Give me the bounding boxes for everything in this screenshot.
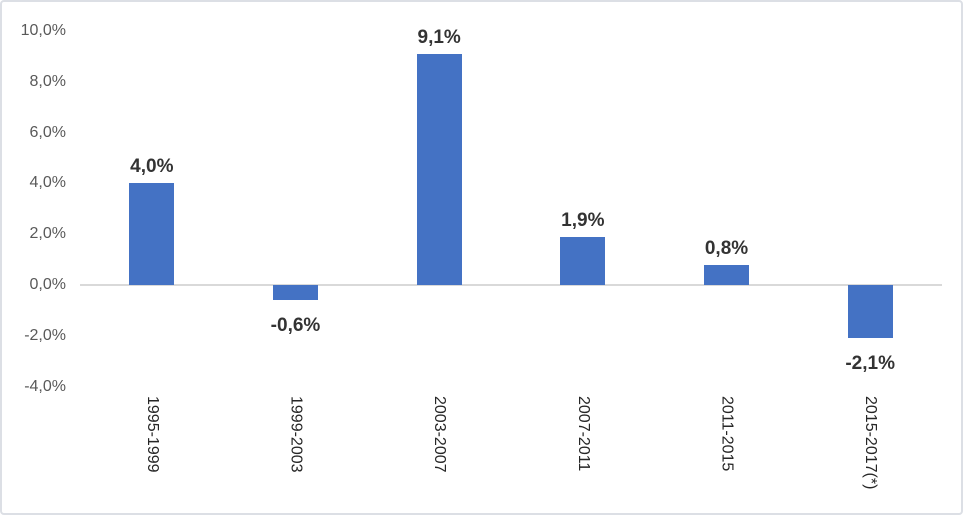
bar-value-label: 4,0% <box>130 156 174 178</box>
chart-bar <box>560 236 606 285</box>
x-axis-category-label: 1995-1999 <box>143 396 161 473</box>
x-axis-category-label: 1999-2003 <box>287 396 305 473</box>
y-axis-tick-label: 2,0% <box>29 225 66 243</box>
bar-value-label: 1,9% <box>561 209 605 231</box>
chart-bar <box>704 264 749 285</box>
chart-bar <box>416 53 462 285</box>
bar-value-label: -2,1% <box>845 353 895 375</box>
y-axis-tick-label: -4,0% <box>24 377 66 395</box>
chart-bar <box>847 285 893 339</box>
y-axis-tick-label: 4,0% <box>29 174 66 192</box>
x-axis-category-label: 2015-2017(*) <box>862 396 880 490</box>
x-axis-category-label: 2007-2011 <box>574 396 592 472</box>
chart-bar <box>129 183 175 285</box>
bar-value-label: 0,8% <box>704 237 749 259</box>
x-axis-line <box>80 284 942 286</box>
y-axis-tick-label: 8,0% <box>29 72 66 90</box>
x-axis-category-label: 2003-2007 <box>431 396 449 473</box>
y-axis-tick-label: -2,0% <box>24 326 66 344</box>
y-axis-tick-label: 0,0% <box>29 276 66 293</box>
bar-value-label: -0,6% <box>270 315 321 337</box>
y-axis-tick-label: 10,0% <box>20 22 66 39</box>
x-axis-category-label: 2011-2015 <box>718 396 736 472</box>
bar-value-label: 9,1% <box>417 26 461 48</box>
chart-bar <box>273 285 318 301</box>
y-axis-tick-label: 6,0% <box>29 123 66 141</box>
